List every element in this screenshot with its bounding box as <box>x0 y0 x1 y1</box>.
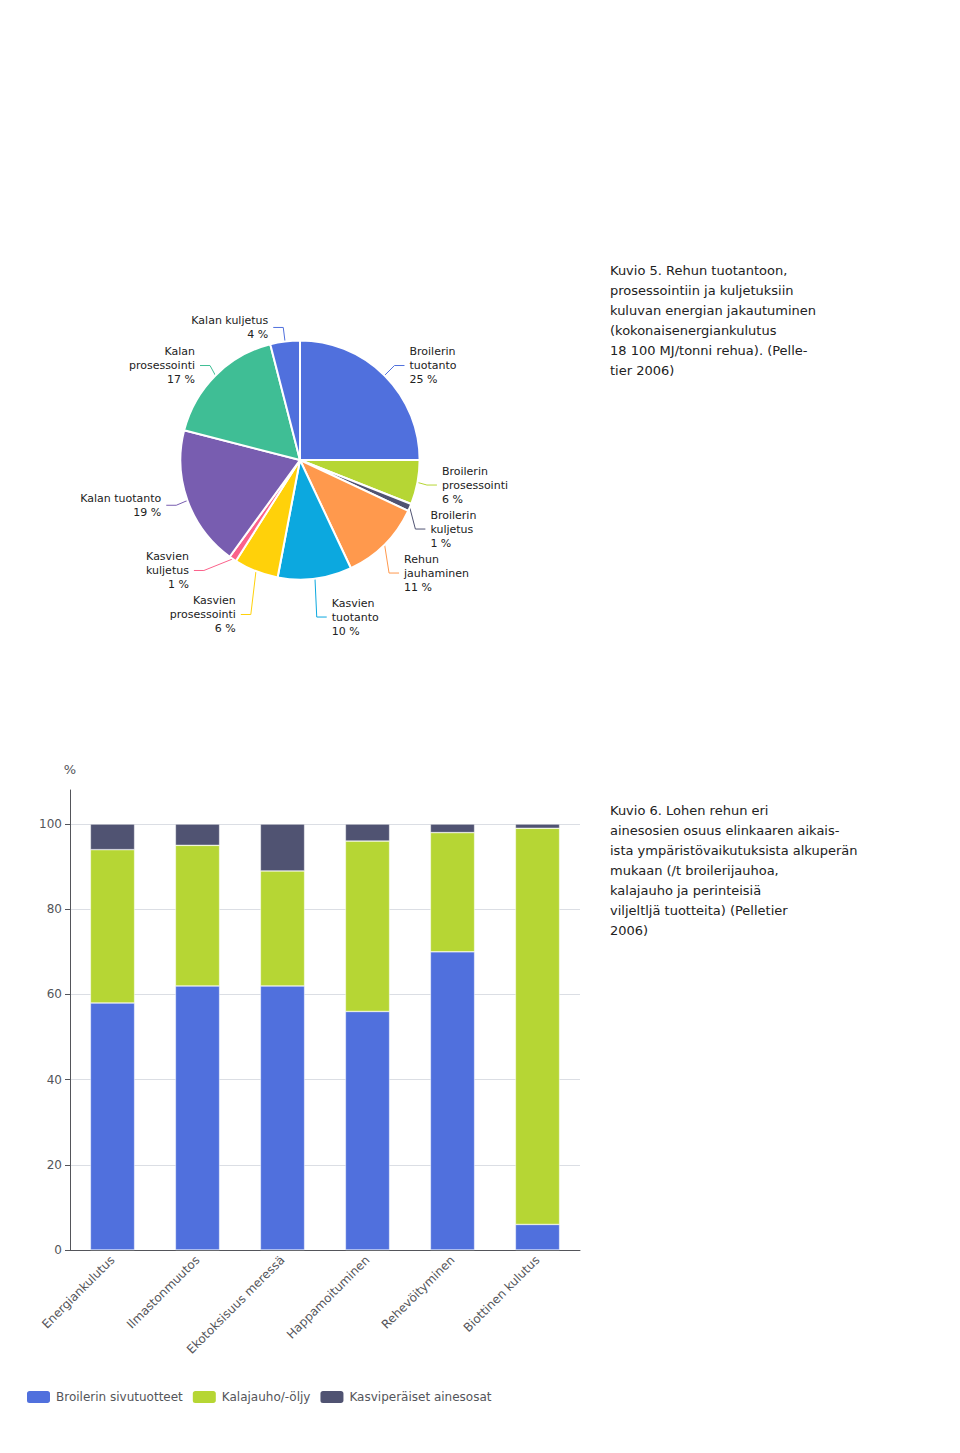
svg-text:Kasvien: Kasvien <box>146 550 189 563</box>
svg-text:Broilerin: Broilerin <box>442 465 488 478</box>
svg-text:1 %: 1 % <box>168 578 189 591</box>
svg-text:kuljetus: kuljetus <box>146 564 189 577</box>
svg-text:Kuvio 5. Rehun tuotantoon,: Kuvio 5. Rehun tuotantoon, <box>610 263 787 278</box>
svg-text:Kalan kuljetus: Kalan kuljetus <box>191 314 268 327</box>
svg-text:Broilerin: Broilerin <box>409 345 455 358</box>
svg-text:%: % <box>64 762 76 777</box>
svg-text:40: 40 <box>47 1073 62 1087</box>
svg-text:60: 60 <box>47 987 62 1001</box>
svg-text:Kalan tuotanto: Kalan tuotanto <box>80 492 161 505</box>
svg-text:100: 100 <box>39 817 62 831</box>
svg-text:Kuvio 6. Lohen rehun eri: Kuvio 6. Lohen rehun eri <box>610 803 768 818</box>
svg-text:jauhaminen: jauhaminen <box>403 567 469 580</box>
svg-text:25 %: 25 % <box>409 373 437 386</box>
svg-text:6 %: 6 % <box>215 622 236 635</box>
svg-text:2006): 2006) <box>610 923 648 938</box>
svg-text:Kalan: Kalan <box>164 345 195 358</box>
svg-text:ainesosien osuus elinkaaren ai: ainesosien osuus elinkaaren aikais- <box>610 823 840 838</box>
svg-text:(kokonaisenergiankulutus: (kokonaisenergiankulutus <box>610 323 777 338</box>
svg-text:Kasvien: Kasvien <box>193 594 236 607</box>
svg-text:17 %: 17 % <box>167 373 195 386</box>
svg-text:Biottinen kulutus: Biottinen kulutus <box>461 1253 543 1335</box>
svg-text:Broilerin: Broilerin <box>430 509 476 522</box>
svg-text:prosessointi: prosessointi <box>129 359 195 372</box>
svg-text:ista ympäristövaikutuksista al: ista ympäristövaikutuksista alkuperän <box>610 843 858 858</box>
svg-text:tuotanto: tuotanto <box>409 359 456 372</box>
svg-text:Kasvien: Kasvien <box>332 597 375 610</box>
svg-text:10 %: 10 % <box>332 625 360 638</box>
svg-text:1 %: 1 % <box>430 537 451 550</box>
svg-text:Happamoituminen: Happamoituminen <box>284 1253 372 1341</box>
svg-text:20: 20 <box>47 1158 62 1172</box>
svg-text:Ekotoksisuus meressä: Ekotoksisuus meressä <box>184 1253 288 1357</box>
svg-text:Rehevöityminen: Rehevöityminen <box>379 1253 458 1332</box>
svg-text:Energiankulutus: Energiankulutus <box>39 1253 117 1331</box>
svg-text:prosessointi: prosessointi <box>170 608 236 621</box>
svg-text:tier 2006): tier 2006) <box>610 363 674 378</box>
svg-text:19 %: 19 % <box>133 506 161 519</box>
svg-text:Kasviperäiset ainesosat: Kasviperäiset ainesosat <box>349 1390 491 1404</box>
svg-text:kalajauho ja perinteisiä: kalajauho ja perinteisiä <box>610 883 761 898</box>
svg-text:6 %: 6 % <box>442 493 463 506</box>
svg-text:tuotanto: tuotanto <box>332 611 379 624</box>
svg-text:18 100 MJ/tonni rehua). (Pelle: 18 100 MJ/tonni rehua). (Pelle- <box>610 343 808 358</box>
svg-text:0: 0 <box>54 1243 62 1257</box>
svg-text:Rehun: Rehun <box>404 553 439 566</box>
svg-text:viljeltljä tuotteita) (Pelleti: viljeltljä tuotteita) (Pelletier <box>610 903 788 918</box>
svg-text:prosessointi: prosessointi <box>442 479 508 492</box>
svg-text:80: 80 <box>47 902 62 916</box>
svg-text:4 %: 4 % <box>247 328 268 341</box>
svg-text:prosessointiin ja kuljetuksiin: prosessointiin ja kuljetuksiin <box>610 283 793 298</box>
svg-text:kuluvan energian jakautuminen: kuluvan energian jakautuminen <box>610 303 816 318</box>
svg-text:Broilerin sivutuotteet: Broilerin sivutuotteet <box>56 1390 183 1404</box>
svg-text:kuljetus: kuljetus <box>430 523 473 536</box>
svg-text:Kalajauho/-öljy: Kalajauho/-öljy <box>222 1390 311 1404</box>
svg-text:11 %: 11 % <box>404 581 432 594</box>
svg-text:Ilmastonmuutos: Ilmastonmuutos <box>124 1253 202 1331</box>
svg-text:mukaan (/t broilerijauhoa,: mukaan (/t broilerijauhoa, <box>610 863 779 878</box>
